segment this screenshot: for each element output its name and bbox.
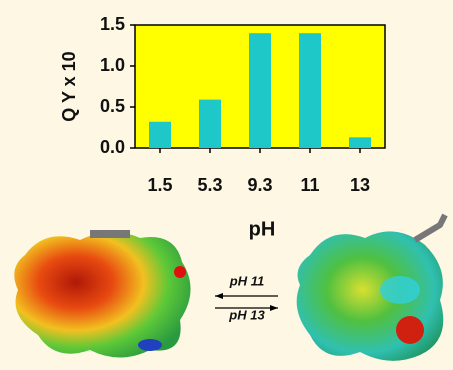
x-tick-label: 11 [300, 175, 319, 195]
bar [149, 122, 171, 148]
bar [249, 33, 271, 148]
figure: 0.0 0.5 1.0 1.5 1.5 5.3 9.3 11 13 pH Q Y x 10 pH 11… [0, 0, 453, 370]
x-tick-label: 5.3 [197, 175, 222, 195]
y-tick-label: 1.0 [100, 55, 125, 75]
annotation: pH 13 [228, 307, 265, 322]
molecule-right [297, 215, 445, 361]
x-axis-label: pH [249, 218, 276, 240]
y-axis-label: Q Y x 10 [59, 51, 79, 121]
bar [299, 33, 321, 148]
x-tick-label: 1.5 [147, 175, 172, 195]
y-tick-label: 0.0 [100, 137, 125, 157]
x-tick-label: 13 [350, 175, 370, 195]
y-tick-label: 1.5 [100, 14, 125, 34]
y-tick-label: 0.5 [100, 96, 125, 116]
bar [199, 100, 221, 148]
bar [349, 137, 371, 148]
x-tick-label: 9.3 [247, 175, 272, 195]
molecule-left [14, 230, 190, 358]
annotation: pH 11 [229, 273, 264, 288]
